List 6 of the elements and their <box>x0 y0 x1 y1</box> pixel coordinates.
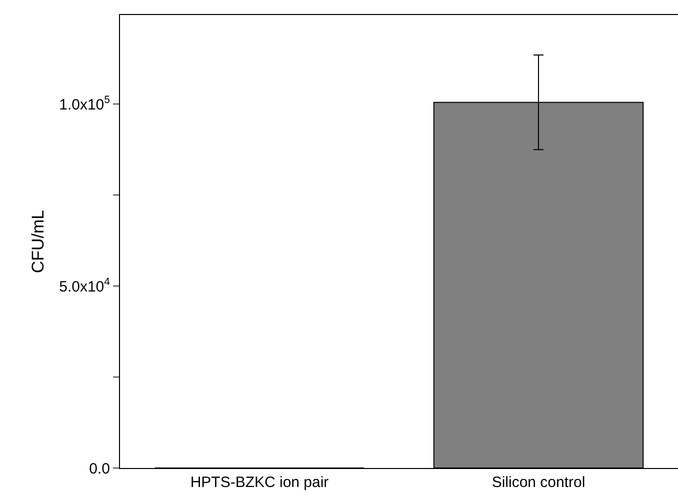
y-tick-label: 0.0 <box>89 460 110 478</box>
x-tick-label: Silicon control <box>492 474 586 491</box>
y-axis-title: CFU/mL <box>28 210 48 274</box>
y-tick-label: 5.0x10$^{4}$ <box>59 276 110 296</box>
y-tick-label: 1.0x10$^{5}$ <box>59 94 110 114</box>
x-tick-label: HPTS-BZKC ion pair <box>190 474 329 491</box>
